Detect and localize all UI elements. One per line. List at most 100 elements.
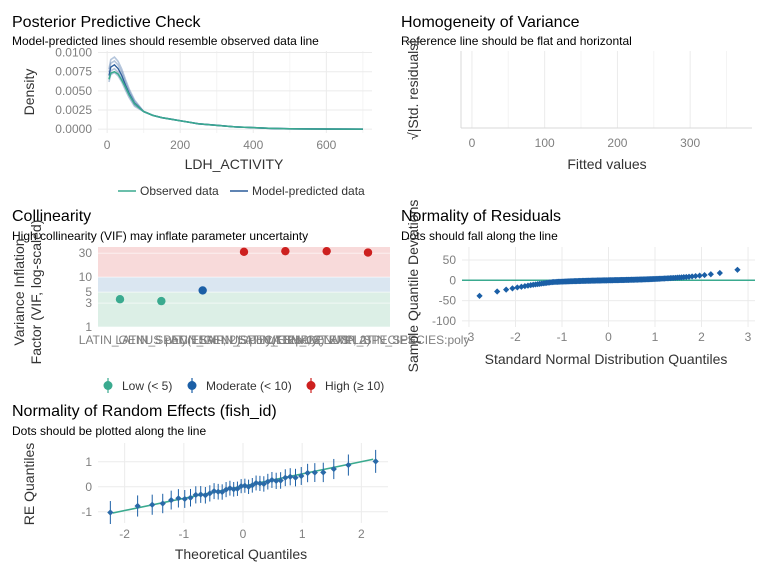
qq-re-panel: Normality of Random Effects (fish_id) Do… [12,403,388,562]
ppc-predicted-draw [108,55,363,130]
qq-re-point [330,465,337,473]
collinearity-x-tick: poly(TEMP, 2) [165,333,240,347]
qq-re-point [149,501,156,508]
collinearity-x-tick: LATIN_GENUS:LATIN_SPECIES [238,333,416,347]
collinearity-y-tick: 30 [79,246,93,260]
qq-re-x-axis-label: Theoretical Quantiles [175,546,307,562]
qq-re-point [277,477,284,484]
collinearity-y-tick: 3 [85,296,92,310]
qq-residuals-x-tick: 2 [698,330,705,344]
homogeneity-x-tick: 300 [680,136,700,150]
ppc-subtitle: Model-predicted lines should resemble ob… [12,34,319,48]
ppc-tick-labels: 0 200 400 600 0.0000 0.0025 0.0050 0.0075 0.0100 [55,46,336,152]
qq-re-y-tick: 1 [85,455,92,469]
collinearity-legend: Low (< 5) Moderate (< 10) High (≥ 10) [103,378,384,393]
qq-re-y-tick: 0 [85,480,92,494]
qq-residuals-point [701,271,708,279]
ppc-y-tick: 0.0000 [55,122,92,136]
qq-re-point [304,469,311,477]
qq-re-point [260,480,267,488]
qq-re-point [159,500,166,507]
ppc-y-tick: 0.0025 [55,103,92,117]
qq-re-point [187,494,194,501]
collinearity-point [239,247,249,257]
ppc-predicted-draw [108,63,363,130]
ppc-x-tick: 600 [316,138,336,152]
ppc-x-tick: 400 [243,138,263,152]
qq-re-point [311,469,318,476]
ppc-x-tick: 0 [104,138,111,152]
ppc-y-tick: 0.0100 [55,46,92,60]
collinearity-y-axis-label-line1: Variance Inflation [11,238,27,345]
homogeneity-x-tick: 200 [607,136,627,150]
ppc-predicted-draw [108,59,363,130]
collinearity-legend-swatch [187,381,197,390]
legend-predicted-label: Model-predicted data [252,184,365,198]
qq-re-point [292,474,299,481]
qq-residuals-point [509,285,516,292]
qq-re-point [273,477,280,484]
qq-re-point [256,480,264,487]
homogeneity-y-axis-label: √|Std. residuals| [405,40,421,140]
ppc-y-tick: 0.0050 [55,84,92,98]
collinearity-y-tick: 1 [85,320,92,334]
ppc-title: Posterior Predictive Check [12,14,202,31]
collinearity-title: Collinearity [12,208,91,225]
qq-residuals-x-tick: -1 [557,330,568,344]
qq-residuals-tick-labels: -3 -2 -1 0 1 2 3 -100 -50 0 50 [432,253,752,344]
qq-residuals-panel: -3 -2 -1 0 1 2 3 -100 -50 0 50 Normality of Residu… [401,200,755,373]
homogeneity-x-tick: 0 [469,136,476,150]
qq-re-subtitle: Dots should be plotted along the line [12,424,206,438]
ppc-y-axis-label: Density [21,69,37,116]
homogeneity-panel: Homogeneity of Variance Reference line s… [401,14,752,172]
ppc-predicted-draw [108,71,363,130]
qq-re-x-tick: -2 [119,527,130,541]
qq-re-x-tick: -1 [178,527,189,541]
ppc-predicted-draw [108,67,363,130]
collinearity-zone-0 [98,292,390,327]
qq-residuals-x-axis-label: Standard Normal Distribution Quantiles [485,351,728,367]
collinearity-legend-label: Low (< 5) [122,379,172,393]
collinearity-point [157,296,166,306]
collinearity-zones [98,247,390,327]
qq-residuals-y-tick: 50 [443,253,457,267]
qq-residuals-point [494,288,501,295]
qq-residuals-point [503,286,510,293]
qq-re-point [372,458,379,465]
qq-residuals-y-tick: 0 [449,273,456,287]
qq-re-point [181,495,188,503]
qq-re-gridlines [98,443,388,523]
collinearity-point [281,246,290,256]
qq-residuals-point [476,292,483,300]
qq-re-point [282,474,289,481]
collinearity-point [322,246,331,256]
collinearity-x-tick: LATIN_GENUS:poly(TEMP, 2) [164,333,325,347]
ppc-predicted-line [108,64,363,130]
collinearity-y-tick: 5 [85,285,92,299]
qq-re-y-tick: -1 [81,505,92,519]
qq-residuals-points [476,266,741,300]
ppc-observed-line [108,70,363,130]
collinearity-x-tick: LATIN_SPECIES:poly(TEMP, 2) [200,333,370,347]
qq-re-point [268,476,276,484]
qq-re-point [168,496,175,504]
qq-re-point [287,473,294,480]
qq-residuals-x-tick: 0 [605,330,612,344]
qq-residuals-y-tick: -50 [439,294,457,308]
collinearity-x-tick: LATIN_SPECIES [115,333,207,347]
qq-residuals-x-tick: -2 [510,330,521,344]
qq-residuals-subtitle: Dots should fall along the line [401,229,558,243]
collinearity-y-tick: 10 [79,270,93,284]
ppc-x-tick: 200 [170,138,190,152]
homogeneity-subtitle: Reference line should be flat and horizo… [401,34,632,48]
qq-residuals-x-tick: -3 [464,330,475,344]
qq-residuals-y-axis-label: Sample Quantile Deviations [405,200,421,373]
qq-re-x-tick: 0 [240,527,247,541]
homogeneity-gridlines [460,51,752,129]
qq-residuals-point [707,271,714,278]
qq-residuals-x-tick: 3 [745,330,752,344]
qq-residuals-point [688,273,696,280]
